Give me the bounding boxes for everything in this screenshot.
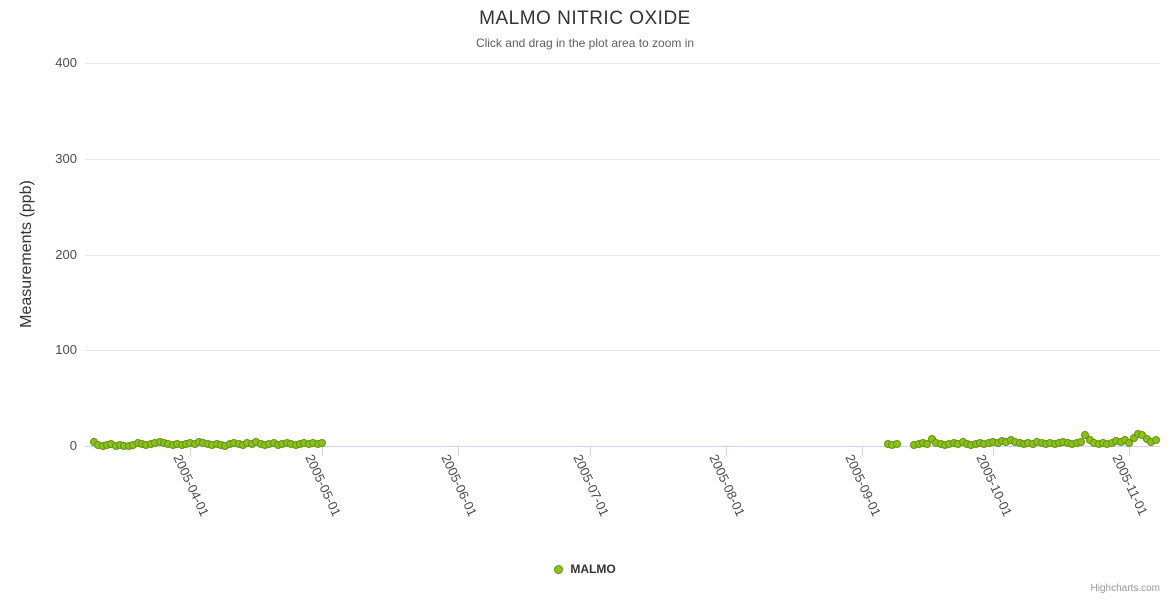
- x-tick: [321, 446, 323, 456]
- y-tick-label: 100: [55, 342, 77, 358]
- chart-title: MALMO NITRIC OXIDE: [479, 8, 691, 29]
- data-point[interactable]: [1081, 431, 1090, 440]
- x-tick-label: 2005-11-01: [1109, 452, 1151, 518]
- legend: MALMO: [0, 562, 1170, 576]
- legend-item-malmo[interactable]: MALMO: [554, 562, 616, 576]
- x-tick-label: 2005-08-01: [706, 452, 748, 519]
- data-point[interactable]: [1129, 434, 1138, 443]
- x-tick: [589, 446, 591, 456]
- x-tick: [190, 446, 192, 456]
- data-point[interactable]: [923, 440, 932, 449]
- data-point[interactable]: [1125, 439, 1134, 448]
- x-tick: [457, 446, 459, 456]
- highcharts-credit-link[interactable]: Highcharts.com: [1090, 583, 1160, 594]
- y-tick-label: 200: [55, 246, 77, 262]
- x-tick: [993, 446, 995, 456]
- chart-subtitle: Click and drag in the plot area to zoom …: [475, 36, 695, 50]
- y-gridline: [85, 350, 1160, 352]
- data-point[interactable]: [892, 440, 901, 449]
- y-tick-label: 0: [69, 438, 77, 453]
- x-tick-label: 2005-05-01: [302, 452, 345, 519]
- x-tick-label: 2005-06-01: [438, 452, 481, 519]
- data-point[interactable]: [1077, 438, 1086, 447]
- plot-area[interactable]: [85, 63, 1160, 450]
- data-point[interactable]: [317, 439, 326, 448]
- x-tick-label: 2005-04-01: [170, 452, 213, 519]
- x-tick-label: 2005-09-01: [842, 452, 884, 519]
- y-tick-label: 400: [55, 55, 77, 70]
- x-axis-line: [85, 446, 1160, 447]
- legend-marker-icon: [554, 564, 564, 574]
- x-tick: [725, 446, 727, 456]
- x-tick-label: 2005-10-01: [973, 452, 1016, 519]
- y-tick-label: 300: [55, 150, 77, 166]
- x-tick: [861, 446, 863, 456]
- legend-label: MALMO: [570, 562, 616, 576]
- x-tick: [1129, 446, 1131, 456]
- y-gridline: [85, 63, 1160, 64]
- y-gridline: [85, 254, 1160, 256]
- y-gridline: [85, 158, 1160, 160]
- data-point[interactable]: [1151, 436, 1160, 445]
- x-tick-label: 2005-07-01: [569, 452, 612, 519]
